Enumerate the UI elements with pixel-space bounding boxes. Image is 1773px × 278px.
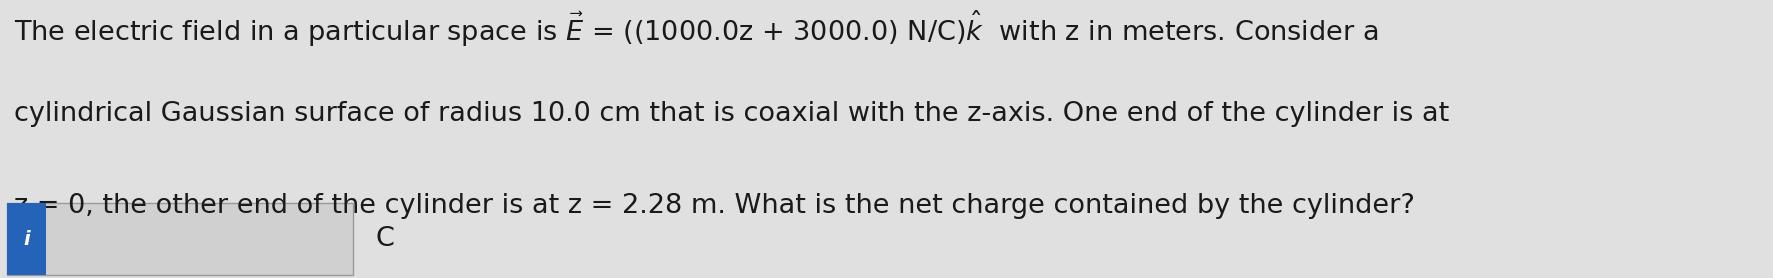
Text: C: C [376,226,395,252]
Text: i: i [23,230,30,249]
FancyBboxPatch shape [7,203,353,275]
Text: z = 0, the other end of the cylinder is at z = 2.28 m. What is the net charge co: z = 0, the other end of the cylinder is … [14,193,1415,219]
Text: cylindrical Gaussian surface of radius 10.0 cm that is coaxial with the z-axis. : cylindrical Gaussian surface of radius 1… [14,101,1450,128]
FancyBboxPatch shape [7,203,46,275]
Text: The electric field in a particular space is $\vec{E}$ = ((1000.0z + 3000.0) N/C): The electric field in a particular space… [14,8,1378,49]
